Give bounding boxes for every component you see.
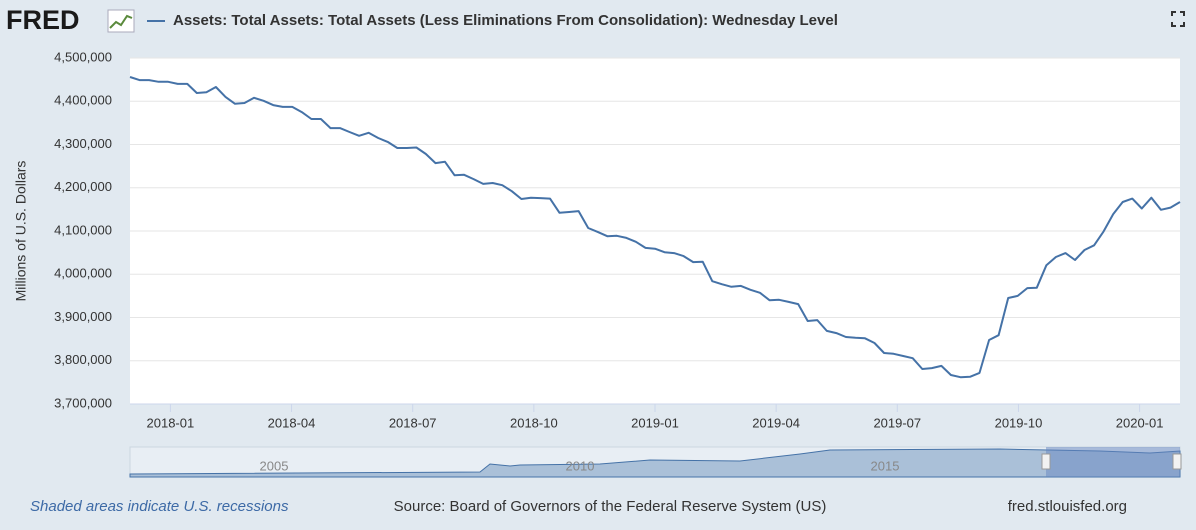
x-tick-label: 2020-01 — [1116, 415, 1164, 430]
navigator-label: 2015 — [871, 458, 900, 473]
x-tick-label: 2018-01 — [147, 415, 195, 430]
y-tick-label: 4,400,000 — [54, 93, 112, 108]
navigator — [129, 446, 1182, 478]
x-tick-label: 2019-10 — [995, 415, 1043, 430]
y-tick-label: 4,100,000 — [54, 222, 112, 237]
y-tick-label: 4,500,000 — [54, 49, 112, 64]
x-tick-label: 2018-07 — [389, 415, 437, 430]
y-tick-label: 4,300,000 — [54, 136, 112, 151]
x-tick-label: 2019-04 — [752, 415, 800, 430]
x-tick-label: 2018-04 — [268, 415, 316, 430]
series-line — [129, 76, 1181, 379]
fullscreen-icon[interactable] — [1171, 11, 1185, 27]
y-tick-label: 3,900,000 — [54, 309, 112, 324]
y-tick-label: 3,800,000 — [54, 352, 112, 367]
site-link[interactable]: fred.stlouisfed.org — [1008, 498, 1127, 515]
legend-label: Assets: Total Assets: Total Assets (Less… — [173, 12, 838, 29]
y-tick-label: 3,700,000 — [54, 395, 112, 410]
x-tick-label: 2019-01 — [631, 415, 679, 430]
y-axis-label: Millions of U.S. Dollars — [13, 161, 29, 302]
x-tick-label: 2019-07 — [873, 415, 921, 430]
navigator-label: 2010 — [566, 458, 595, 473]
x-tick-label: 2018-10 — [510, 415, 558, 430]
source: Source: Board of Governors of the Federa… — [394, 498, 827, 515]
y-tick-label: 4,200,000 — [54, 179, 112, 194]
y-tick-label: 4,000,000 — [54, 266, 112, 281]
logo-icon — [107, 9, 135, 33]
navigator-label: 2005 — [260, 458, 289, 473]
recession-note: Shaded areas indicate U.S. recessions — [30, 498, 289, 515]
brand-logo: FRED — [6, 5, 80, 35]
